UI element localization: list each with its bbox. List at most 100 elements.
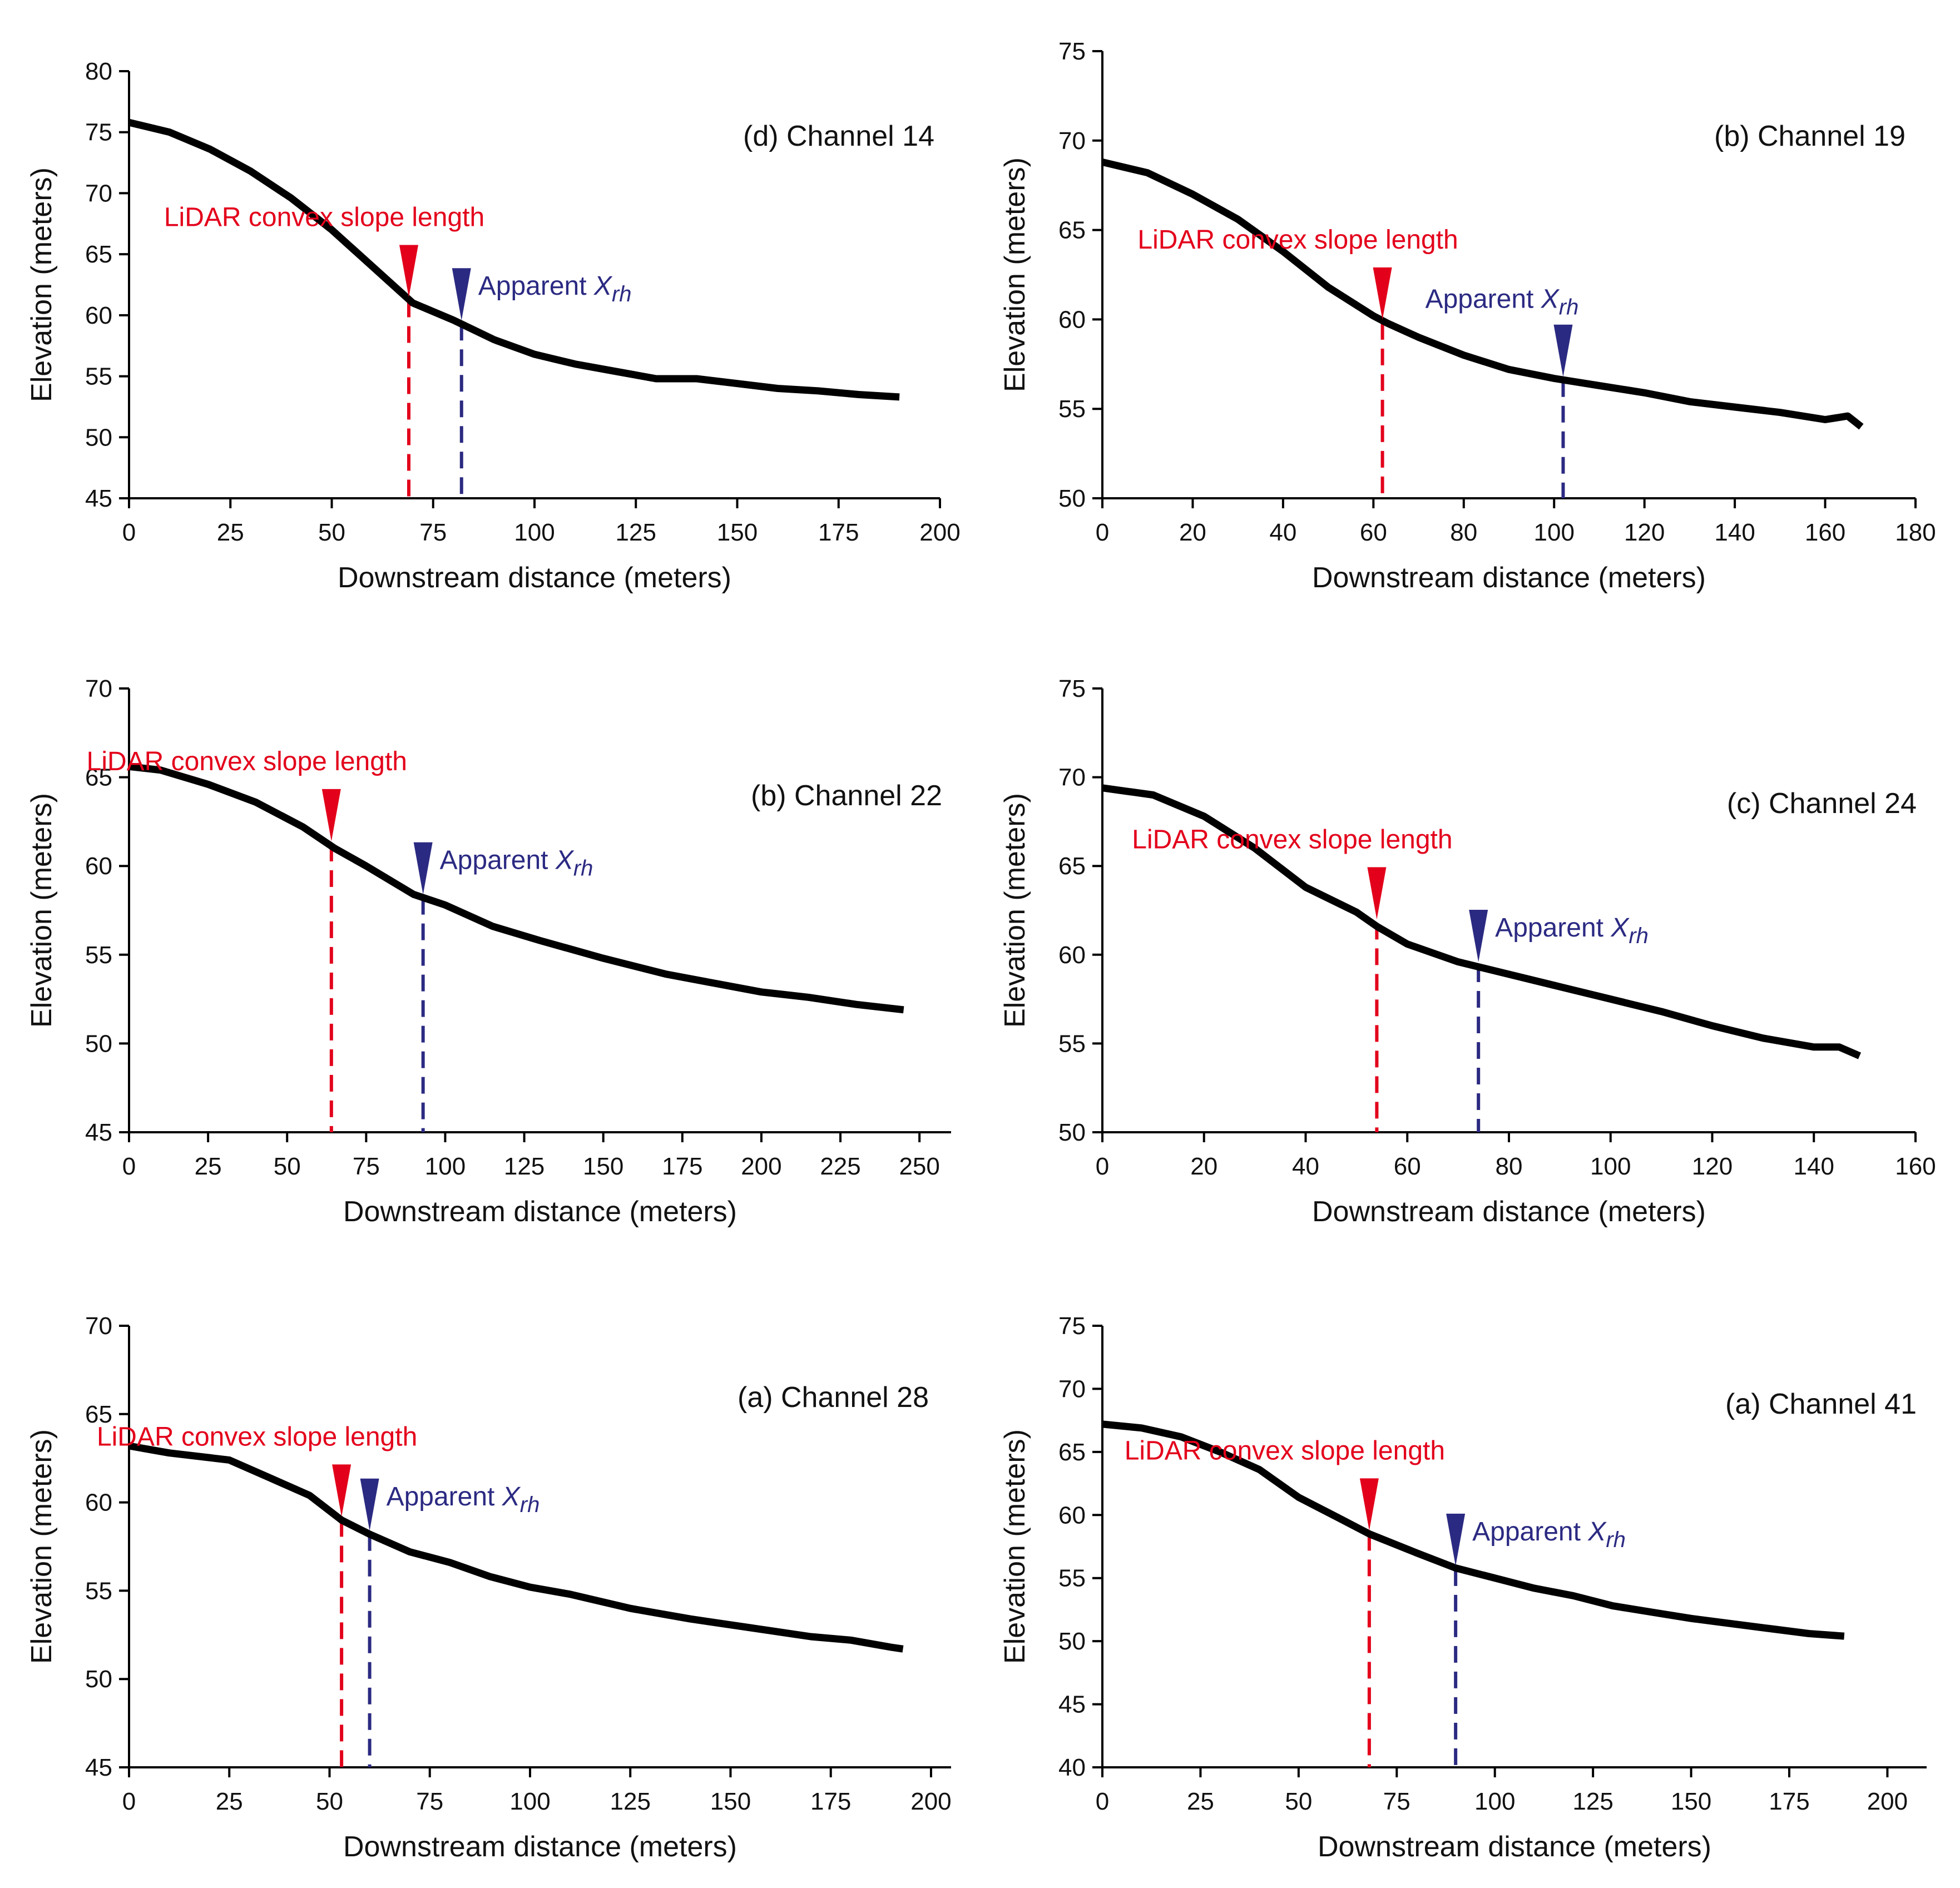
x-tick-label: 225 [820,1153,860,1180]
panel-title: (a) Channel 28 [738,1381,929,1414]
y-tick-label: 50 [85,1666,112,1693]
y-tick-label: 60 [1058,306,1086,333]
x-tick-label: 175 [810,1788,851,1815]
y-tick-label: 75 [1058,1312,1086,1340]
lidar-arrow-marker [399,245,419,298]
x-tick-label: 40 [1292,1153,1319,1180]
x-tick-label: 200 [919,519,960,546]
y-tick-label: 70 [85,1312,112,1340]
elevation-profile-line [128,762,904,1014]
x-tick-label: 125 [610,1788,651,1815]
y-tick-label: 60 [85,1489,112,1517]
x-tick-label: 140 [1794,1153,1834,1180]
y-axis-title: Elevation (meters) [999,157,1031,392]
xrh-label-subscript: rh [573,856,593,881]
x-tick-label: 75 [1383,1788,1410,1815]
x-tick-label: 125 [1572,1788,1613,1815]
y-tick-label: 55 [85,1577,112,1604]
y-tick-label: 65 [1058,1439,1086,1466]
x-tick-label: 150 [717,519,758,546]
lidar-arrow-marker [1359,1478,1379,1531]
x-tick-label: 20 [1179,519,1206,546]
elevation-profile-line [128,1442,904,1653]
x-tick-label: 200 [910,1788,951,1815]
y-tick-label: 50 [85,1030,112,1057]
lidar-label: LiDAR convex slope length [1125,1436,1445,1465]
y-tick-label: 65 [85,241,112,268]
xrh-label-subscript: rh [1629,924,1649,948]
xrh-label-variable: X [1541,285,1560,314]
xrh-label-prefix: Apparent [387,1482,502,1512]
x-tick-label: 75 [416,1788,443,1815]
xrh-label-prefix: Apparent [1426,285,1541,314]
xrh-arrow-marker [1553,324,1573,377]
xrh-label: Apparent Xrh [1426,285,1579,320]
chart-panel-2: 0 20 40 60 80 100 120 140 160 180 50 55 60 65 70 75 Down… [999,38,1936,594]
y-axis-title: Elevation (meters) [999,793,1031,1028]
panel-title: (b) Channel 19 [1714,120,1905,152]
lidar-label: LiDAR convex slope length [1137,225,1458,255]
x-tick-label: 150 [710,1788,751,1815]
y-tick-label: 60 [1058,941,1086,969]
xrh-arrow-marker [1469,909,1488,962]
x-tick-label: 0 [122,1788,136,1815]
y-tick-label: 70 [1058,764,1086,791]
y-tick-label: 65 [85,764,112,791]
elevation-profile-line [1102,784,1862,1059]
x-axis-title: Downstream distance (meters) [343,1831,737,1863]
x-tick-label: 150 [583,1153,623,1180]
y-tick-label: 55 [1058,1030,1086,1057]
chart-panel-3: 0 25 50 75 100 125 150 175 200 225 250 45 50 55 60 65 70… [26,675,951,1228]
y-tick-label: 50 [85,424,112,451]
y-tick-label: 70 [85,180,112,207]
elevation-profile-line [1102,1420,1845,1640]
y-tick-label: 60 [85,853,112,880]
lidar-arrow-marker [1373,267,1392,320]
y-tick-label: 40 [1058,1754,1086,1781]
panel-title: (d) Channel 14 [743,120,934,152]
x-tick-label: 120 [1624,519,1665,546]
x-tick-label: 60 [1394,1153,1421,1180]
chart-panel-6: 0 25 50 75 100 125 150 175 200 40 45 50 55 60 65 70 75 Do… [999,1312,1927,1863]
x-tick-label: 40 [1269,519,1296,546]
y-tick-label: 45 [85,485,112,512]
y-tick-label: 50 [1058,1119,1086,1146]
x-tick-label: 25 [195,1153,222,1180]
lidar-arrow-marker [332,1464,352,1517]
x-tick-label: 120 [1692,1153,1733,1180]
y-axis-title: Elevation (meters) [26,793,58,1028]
y-tick-label: 45 [85,1754,112,1781]
xrh-label-variable: X [555,846,575,875]
chart-panel-1: 0 25 50 75 100 125 150 175 200 45 50 55 60 65 70 75 80 Do… [26,58,961,594]
y-tick-label: 55 [1058,1565,1086,1592]
y-tick-label: 45 [1058,1691,1086,1718]
lidar-arrow-marker [1367,867,1387,920]
elevation-profile-line [1101,158,1864,430]
lidar-label: LiDAR convex slope length [164,203,484,232]
xrh-label-subscript: rh [520,1493,540,1517]
elevation-profile-line [128,118,900,401]
xrh-arrow-marker [413,842,433,895]
x-tick-label: 100 [509,1788,550,1815]
xrh-label-variable: X [593,271,613,301]
x-axis-title: Downstream distance (meters) [1312,1196,1706,1228]
panel-title: (b) Channel 22 [751,780,942,812]
xrh-label-prefix: Apparent [478,271,594,301]
panel-title: (a) Channel 41 [1725,1388,1917,1420]
y-tick-label: 55 [85,941,112,969]
x-tick-label: 75 [353,1153,380,1180]
x-tick-label: 100 [514,519,555,546]
y-tick-label: 45 [85,1119,112,1146]
chart-panel-5: 0 25 50 75 100 125 150 175 200 45 50 55 60 65 70 Downst… [26,1312,952,1863]
x-tick-label: 180 [1895,519,1936,546]
lidar-label: LiDAR convex slope length [1132,825,1452,854]
x-tick-label: 175 [662,1153,702,1180]
xrh-arrow-marker [452,268,471,321]
xrh-arrow-marker [360,1478,379,1531]
lidar-label: LiDAR convex slope length [97,1422,417,1451]
x-axis-title: Downstream distance (meters) [1312,562,1706,594]
x-tick-label: 25 [216,1788,243,1815]
x-tick-label: 125 [504,1153,545,1180]
xrh-label-prefix: Apparent [440,846,556,875]
